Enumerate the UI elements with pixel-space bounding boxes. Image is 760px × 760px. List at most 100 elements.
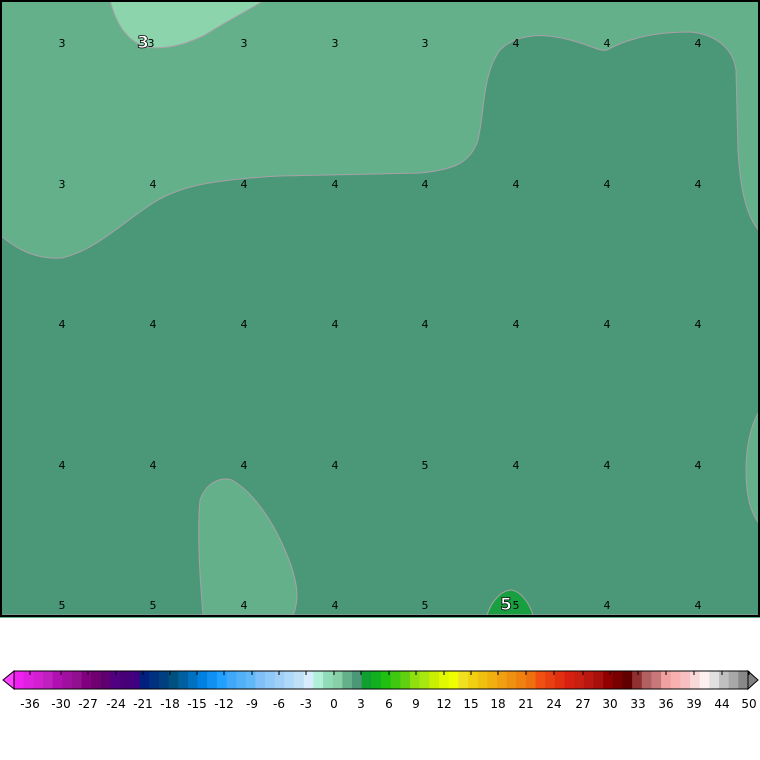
colorbar-segment (574, 671, 585, 689)
colorbar-segment (168, 671, 179, 689)
colorbar-segment (545, 671, 556, 689)
colorbar-tick-label: -36 (20, 697, 40, 711)
colorbar: -36 -30 -27 -24 -21 -18 -15 -12 -9 -6 -3 0 3 6 9 12 15 18… (2, 669, 759, 711)
colorbar-segment (438, 671, 450, 689)
colorbar-segment (149, 671, 160, 689)
colorbar-left-arrow (2, 669, 15, 691)
colorbar-segment (477, 671, 488, 689)
colorbar-tick-label: 39 (686, 697, 701, 711)
colorbar-tick-label: 9 (412, 697, 420, 711)
grid-value-label: 5 (422, 599, 429, 612)
map-frame (0, 0, 760, 617)
colorbar-segment (632, 671, 643, 689)
colorbar-tick-label: 27 (575, 697, 590, 711)
colorbar-tick-label: 30 (602, 697, 617, 711)
colorbar-frame (13, 670, 749, 690)
colorbar-segment (603, 671, 614, 689)
colorbar-tick-label: 21 (518, 697, 533, 711)
colorbar-tick-label: -15 (187, 697, 207, 711)
colorbar-segment (390, 671, 401, 689)
colorbar-segment (641, 671, 652, 689)
colorbar-tick-label: 50 (741, 697, 756, 711)
colorbar-tick-label: 0 (330, 697, 338, 711)
colorbar-tick-label: -12 (214, 697, 234, 711)
grid-value-label: 4 (604, 178, 611, 191)
grid-value-label: 4 (604, 599, 611, 612)
colorbar-segment (197, 671, 208, 689)
grid-value-label: 4 (332, 318, 339, 331)
colorbar-segment (728, 671, 739, 689)
colorbar-segment (294, 671, 305, 689)
colorbar-segment (352, 671, 363, 689)
colorbar-segment (738, 671, 749, 689)
grid-value-label: 4 (513, 459, 520, 472)
grid-value-label: 4 (150, 178, 157, 191)
grid-value-label: 4 (604, 459, 611, 472)
contour-label-5: 5 (500, 595, 512, 615)
colorbar-segment (506, 671, 517, 689)
colorbar-segment (178, 671, 189, 689)
colorbar-segment (14, 671, 25, 689)
grid-value-label: 4 (332, 599, 339, 612)
colorbar-tick-label: -18 (160, 697, 180, 711)
colorbar-segment (400, 671, 411, 689)
colorbar-segment (226, 671, 237, 689)
grid-value-label: 4 (695, 599, 702, 612)
colorbar-segment (381, 671, 392, 689)
colorbar-segment (52, 671, 63, 689)
colorbar-segment (709, 671, 720, 689)
colorbar-segment (332, 671, 343, 689)
colorbar-segment (448, 671, 459, 689)
colorbar-segment (593, 671, 604, 689)
colorbar-segment (139, 671, 150, 689)
colorbar-tick-label: -30 (51, 697, 71, 711)
colorbar-segment (71, 671, 83, 689)
colorbar-segment (303, 671, 314, 689)
colorbar-tick-label: -21 (133, 697, 153, 711)
colorbar-tick-label: -9 (246, 697, 258, 711)
grid-value-label: 4 (241, 599, 248, 612)
colorbar-segment (564, 671, 575, 689)
colorbar-segment (236, 671, 247, 689)
colorbar-segment (371, 671, 382, 689)
colorbar-tick-label: 36 (658, 697, 673, 711)
colorbar-segment (429, 671, 440, 689)
colorbar-segment (680, 671, 691, 689)
grid-value-label: 5 (150, 599, 157, 612)
colorbar-segment (62, 671, 73, 689)
grid-value-label: 4 (150, 318, 157, 331)
colorbar-segment (467, 671, 479, 689)
colorbar-tick-label: 6 (385, 697, 393, 711)
grid-value-label: 3 (148, 37, 155, 50)
contour-map: 3 3 3 3 3 4 4 43 4 4 4 4 4 4 44 4 4 4 4 4 4 44 4 4 4 5 4 4 45 5 4 4 5 5 4 4… (0, 0, 760, 618)
grid-value-label: 4 (241, 178, 248, 191)
colorbar-tick-label: 12 (436, 697, 451, 711)
colorbar-segment (361, 671, 372, 689)
colorbar-segment (158, 671, 170, 689)
colorbar-segment (23, 671, 34, 689)
colorbar-segment (496, 671, 508, 689)
region-level-3-right (745, 409, 760, 526)
colorbar-segment (487, 671, 498, 689)
colorbar-segment (284, 671, 295, 689)
grid-value-label: 4 (422, 178, 429, 191)
colorbar-segment (207, 671, 218, 689)
grid-value-label: 3 (59, 178, 66, 191)
colorbar-segment (554, 671, 565, 689)
colorbar-tick-label: -24 (106, 697, 126, 711)
grid-value-label: 4 (695, 37, 702, 50)
colorbar-segment (255, 671, 266, 689)
colorbar-segment (323, 671, 334, 689)
colorbar-segment (100, 671, 112, 689)
colorbar-segment (699, 671, 710, 689)
colorbar-segment (622, 671, 633, 689)
grid-value-label: 4 (59, 318, 66, 331)
grid-value-label: 4 (332, 459, 339, 472)
colorbar-tick-label: 33 (630, 697, 645, 711)
grid-value-label: 4 (695, 459, 702, 472)
contour-label-3: 3 (137, 33, 149, 53)
colorbar-segment (265, 671, 276, 689)
colorbar-segment (516, 671, 527, 689)
colorbar-segment (670, 671, 681, 689)
grid-value-label: 5 (513, 599, 520, 612)
